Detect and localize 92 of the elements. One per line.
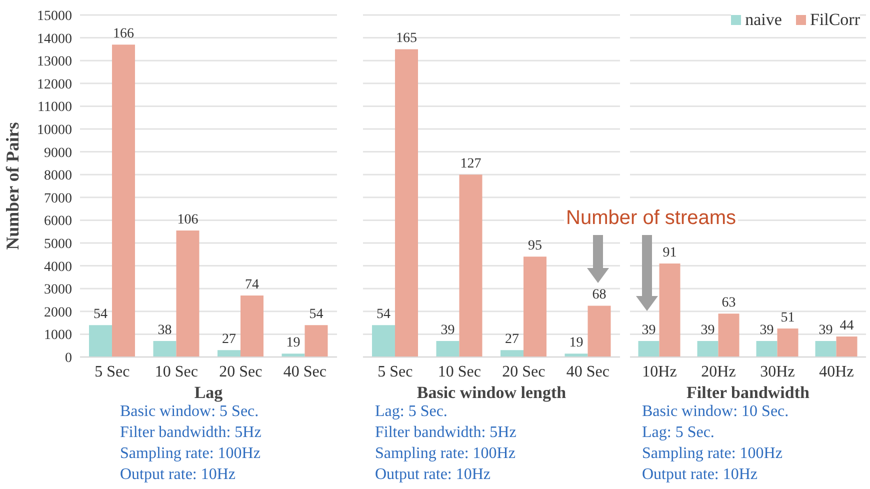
bar bbox=[815, 341, 836, 357]
annotation: 44 bbox=[840, 318, 854, 334]
bar bbox=[176, 230, 200, 357]
y-tick-label: 1000 bbox=[44, 328, 72, 344]
annotation: 54 bbox=[376, 307, 390, 322]
x-tick-label: 10 Sec bbox=[438, 363, 481, 380]
annotation: 51 bbox=[780, 310, 795, 326]
y-tick-label: 4000 bbox=[44, 260, 72, 275]
y-tick-label: 7000 bbox=[44, 191, 72, 206]
bar bbox=[436, 341, 460, 357]
legend-label: FilCorr bbox=[810, 10, 860, 30]
annotation: 106 bbox=[177, 212, 198, 228]
text: Output rate: 10Hz bbox=[120, 465, 237, 485]
x-tick-label: 5 Sec bbox=[378, 363, 413, 380]
bar bbox=[394, 49, 418, 357]
text: Lag: 5 Sec. bbox=[375, 402, 448, 422]
bar bbox=[718, 314, 740, 357]
annotation: 95 bbox=[528, 238, 542, 254]
annotation: 68 bbox=[592, 288, 606, 303]
y-tick-label: 11000 bbox=[38, 100, 72, 116]
annotation: 39 bbox=[760, 323, 774, 338]
bar bbox=[588, 306, 611, 357]
bar bbox=[638, 341, 660, 357]
annotation: 39 bbox=[642, 323, 656, 338]
x-tick-label: 40Hz bbox=[819, 363, 854, 380]
x-axis-title: Filter bandwidth bbox=[686, 383, 810, 403]
x-tick-label: 5 Sec bbox=[94, 363, 130, 380]
annotation: 91 bbox=[662, 246, 677, 261]
y-tick-label: 13000 bbox=[37, 54, 72, 70]
annotation: 38 bbox=[158, 323, 172, 338]
bar bbox=[88, 325, 112, 357]
text: Sampling rate: 100Hz bbox=[642, 444, 784, 464]
y-tick-label: 15000 bbox=[37, 8, 72, 24]
x-tick-label: 40 Sec bbox=[566, 363, 610, 380]
y-tick-label: 5000 bbox=[44, 236, 72, 252]
annotation: 27 bbox=[222, 332, 236, 348]
x-axis-title: Lag bbox=[193, 383, 224, 403]
annotation: 74 bbox=[244, 277, 259, 292]
bar bbox=[217, 350, 240, 357]
bar bbox=[240, 295, 264, 357]
bar bbox=[523, 256, 546, 357]
x-tick-label: 10 Sec bbox=[154, 363, 198, 380]
bar bbox=[153, 341, 176, 357]
annotation: Number of streams bbox=[564, 207, 738, 230]
text: Output rate: 10Hz bbox=[642, 465, 759, 485]
y-tick-label: 14000 bbox=[37, 32, 72, 47]
text: Sampling rate: 100Hz bbox=[375, 444, 516, 464]
x-tick-label: 10Hz bbox=[642, 363, 677, 380]
y-tick-label: 2000 bbox=[44, 305, 72, 320]
x-tick-label: 20 Sec bbox=[219, 363, 262, 380]
bar bbox=[459, 174, 482, 357]
y-axis-title: Number of Pairs bbox=[2, 122, 22, 250]
annotation: 63 bbox=[722, 296, 736, 311]
annotation: 27 bbox=[504, 332, 519, 348]
text: Basic window: 10 Sec. bbox=[642, 402, 789, 422]
bar bbox=[697, 341, 718, 357]
bar bbox=[777, 328, 798, 357]
annotation: 127 bbox=[460, 156, 482, 172]
x-tick-label: 20Hz bbox=[701, 363, 736, 380]
bar bbox=[112, 44, 135, 357]
bar bbox=[372, 325, 395, 357]
text: Filter bandwidth: 5Hz bbox=[375, 423, 516, 443]
x-tick-label: 20 Sec bbox=[502, 363, 546, 380]
bar bbox=[836, 336, 858, 357]
annotation: 19 bbox=[286, 336, 300, 351]
y-tick-label: 3000 bbox=[44, 282, 72, 298]
x-tick-label: 30Hz bbox=[760, 363, 795, 380]
x-tick-label: 40 Sec bbox=[283, 363, 326, 380]
annotation: 166 bbox=[112, 26, 134, 42]
annotation: 19 bbox=[569, 336, 584, 351]
y-tick-label: 9000 bbox=[44, 146, 72, 161]
legend-label: naive bbox=[745, 10, 782, 30]
y-tick-label: 12000 bbox=[37, 77, 72, 92]
bar bbox=[500, 350, 524, 357]
bar bbox=[756, 341, 778, 357]
annotation: 39 bbox=[700, 323, 715, 338]
annotation: 165 bbox=[396, 31, 417, 46]
text: Basic window: 5 Sec. bbox=[120, 402, 260, 422]
annotation: 39 bbox=[440, 323, 455, 338]
bar bbox=[304, 325, 328, 357]
x-axis-title: Basic window length bbox=[416, 383, 568, 403]
text: Output rate: 10Hz bbox=[375, 465, 492, 485]
text: Filter bandwidth: 5Hz bbox=[120, 423, 262, 443]
y-tick-label: 6000 bbox=[44, 214, 72, 230]
text: Sampling rate: 100Hz bbox=[120, 444, 262, 464]
y-tick-label: 0 bbox=[65, 350, 72, 366]
y-tick-label: 8000 bbox=[44, 168, 72, 184]
annotation: 54 bbox=[309, 307, 324, 322]
annotation: 39 bbox=[818, 323, 833, 338]
y-tick-label: 10000 bbox=[37, 122, 72, 138]
annotation: 54 bbox=[93, 307, 108, 322]
text: Lag: 5 Sec. bbox=[642, 423, 716, 443]
